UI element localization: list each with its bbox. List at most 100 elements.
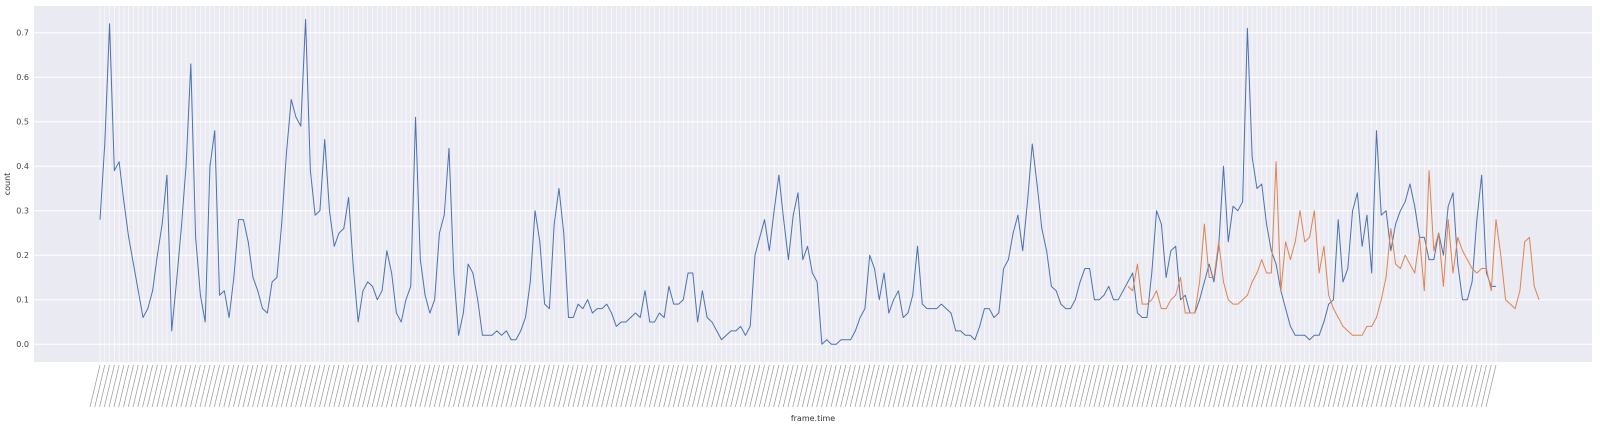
x-tick-mark <box>1146 364 1157 408</box>
x-tick-mark <box>242 364 254 408</box>
x-tick-mark <box>845 364 856 408</box>
x-tick-mark <box>1203 364 1215 408</box>
x-tick-mark <box>744 364 756 408</box>
x-tick-mark <box>1356 364 1368 408</box>
x-tick-mark <box>802 364 813 408</box>
x-tick-mark <box>429 364 440 408</box>
x-tick-mark <box>1303 364 1315 408</box>
x-tick-mark <box>453 364 464 408</box>
x-tick-mark <box>888 364 899 408</box>
x-tick-mark <box>1103 364 1114 408</box>
x-tick-mark <box>328 364 340 408</box>
x-tick-mark <box>864 364 875 408</box>
x-tick-mark <box>309 364 321 408</box>
x-tick-mark <box>1227 364 1239 408</box>
x-tick-mark <box>1299 364 1310 408</box>
x-tick-mark <box>1275 364 1286 408</box>
x-tick-mark <box>596 364 608 408</box>
x-tick-mark <box>386 364 397 408</box>
x-tick-mark <box>472 364 483 408</box>
x-tick-mark <box>983 364 995 408</box>
x-tick-mark <box>1342 364 1353 408</box>
x-tick-mark <box>1471 364 1482 408</box>
x-tick-mark <box>1256 364 1267 408</box>
x-tick-mark <box>505 364 517 408</box>
x-tick-mark <box>1122 364 1133 408</box>
x-tick-mark <box>1136 364 1148 408</box>
x-tick-mark <box>519 364 531 408</box>
x-tick-mark <box>400 364 412 408</box>
x-tick-mark <box>1260 364 1272 408</box>
x-tick-mark <box>218 364 230 408</box>
x-tick-mark <box>247 364 259 408</box>
x-tick-mark <box>1055 364 1067 408</box>
x-tick-mark <box>448 364 459 408</box>
x-tick-mark <box>907 364 918 408</box>
x-tick-mark <box>663 364 675 408</box>
x-tick-mark <box>634 364 646 408</box>
series-lines <box>99 18 1540 345</box>
series-line-2 <box>1127 161 1540 336</box>
x-tick-mark <box>1308 364 1320 408</box>
x-tick-mark <box>959 364 971 408</box>
x-tick-mark <box>161 364 173 408</box>
x-tick-mark <box>223 364 235 408</box>
x-tick-mark <box>170 364 182 408</box>
x-tick-mark <box>940 364 952 408</box>
x-tick-mark <box>295 364 306 408</box>
x-tick-mark <box>357 364 369 408</box>
x-tick-mark <box>1036 364 1047 408</box>
x-tick-mark <box>1045 364 1057 408</box>
x-tick-mark <box>156 364 168 408</box>
x-tick-mark <box>668 364 679 408</box>
x-tick-mark <box>419 364 431 408</box>
x-tick-mark <box>964 364 976 408</box>
x-tick-mark <box>1012 364 1024 408</box>
x-tick-mark <box>266 364 278 408</box>
x-tick-mark <box>1347 364 1358 408</box>
x-tick-mark <box>1069 364 1081 408</box>
x-tick-mark <box>1461 364 1473 408</box>
x-tick-mark <box>921 364 933 408</box>
x-tick-mark <box>1452 364 1463 408</box>
x-tick-mark <box>926 364 937 408</box>
x-tick-mark <box>1289 364 1301 408</box>
x-tick-mark <box>199 364 211 408</box>
x-tick-mark <box>1284 364 1296 408</box>
x-tick-mark <box>1189 364 1200 408</box>
x-tick-mark <box>1021 364 1033 408</box>
x-tick-mark <box>1351 364 1363 408</box>
x-tick-mark <box>395 364 407 408</box>
x-tick-mark <box>261 364 273 408</box>
x-tick-mark <box>625 364 636 408</box>
y-tick-label: 0.0 <box>16 340 29 349</box>
x-tick-mark <box>1318 364 1330 408</box>
x-tick-mark <box>586 364 598 408</box>
x-tick-mark <box>424 364 435 408</box>
x-tick-mark <box>1237 364 1248 408</box>
x-tick-mark <box>725 364 737 408</box>
x-tick-mark <box>1447 364 1459 408</box>
x-tick-mark <box>935 364 947 408</box>
y-tick-label: 0.4 <box>16 162 29 171</box>
x-tick-mark <box>739 364 751 408</box>
x-tick-mark <box>1370 364 1382 408</box>
x-tick-mark <box>457 364 469 408</box>
x-tick-mark <box>1017 364 1028 408</box>
x-tick-mark <box>687 364 698 408</box>
x-tick-mark <box>1270 364 1282 408</box>
x-tick-mark <box>352 364 364 408</box>
x-tick-mark <box>591 364 603 408</box>
x-tick-mark <box>1098 364 1110 408</box>
x-tick-mark <box>118 364 130 408</box>
x-tick-mark <box>104 364 115 408</box>
x-tick-mark <box>319 364 330 408</box>
x-tick-mark <box>1088 364 1100 408</box>
x-tick-mark <box>1332 364 1344 408</box>
x-tick-mark <box>1466 364 1478 408</box>
series-line-1 <box>99 18 1496 345</box>
x-tick-mark <box>644 364 655 408</box>
x-tick-mark <box>166 364 177 408</box>
x-tick-mark <box>730 364 741 408</box>
x-tick-mark <box>854 364 866 408</box>
